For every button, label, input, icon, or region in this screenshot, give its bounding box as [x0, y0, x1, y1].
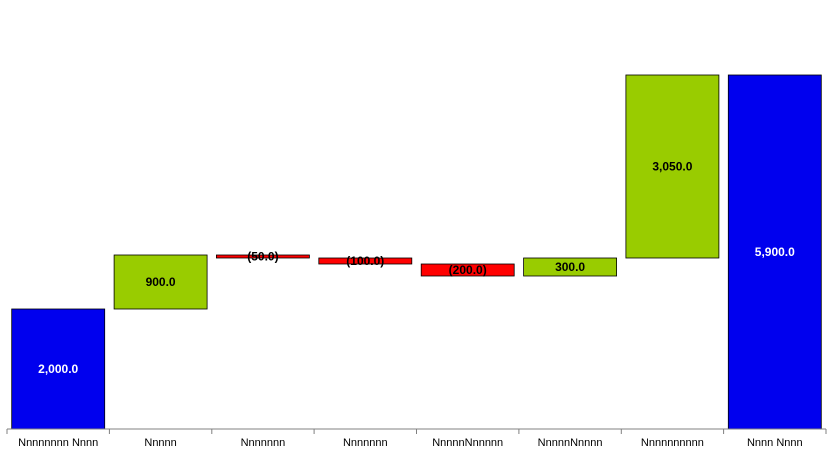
x-tick-label-6: NnnnnNnnnn — [538, 437, 603, 449]
data-label-7: 3,050.0 — [652, 160, 692, 174]
x-tick-label-2: Nnnnn — [144, 437, 176, 449]
bar-7 — [625, 74, 720, 259]
x-tick-label-1: Nnnnnnnn Nnnn — [18, 437, 98, 449]
bar-labels-layer: 2,000.0 900.0 (50.0) (100.0) (200.0) 300.0 3,0… — [38, 160, 795, 377]
x-tick-label-7: Nnnnnnnnnn — [641, 437, 704, 449]
x-tick-label-8: Nnnn Nnnn — [747, 437, 803, 449]
bar-3 — [215, 254, 310, 259]
data-label-5: (200.0) — [449, 263, 487, 277]
bar-4 — [318, 257, 413, 265]
data-label-4: (100.0) — [346, 254, 384, 268]
bar-1 — [11, 308, 106, 430]
bar-2 — [113, 254, 208, 310]
data-label-8: 5,900.0 — [755, 245, 795, 259]
data-label-6: 300.0 — [555, 260, 585, 274]
x-tick-label-5: NnnnnNnnnnn — [432, 437, 503, 449]
data-label-2: 900.0 — [146, 275, 176, 289]
bar-6 — [523, 257, 617, 277]
x-tick-label-4: Nnnnnnn — [343, 437, 388, 449]
bar-8 — [727, 74, 822, 430]
bar-5 — [420, 263, 515, 277]
data-label-3: (50.0) — [247, 250, 278, 264]
data-label-1: 2,000.0 — [38, 362, 78, 376]
x-axis-tick-labels: Nnnnnnnn Nnnn Nnnnn Nnnnnnn Nnnnnnn NnnnnNnn… — [18, 437, 802, 449]
x-tick-label-3: Nnnnnnn — [241, 437, 286, 449]
x-axis-ticks — [6, 429, 827, 434]
bars-layer — [11, 74, 822, 430]
